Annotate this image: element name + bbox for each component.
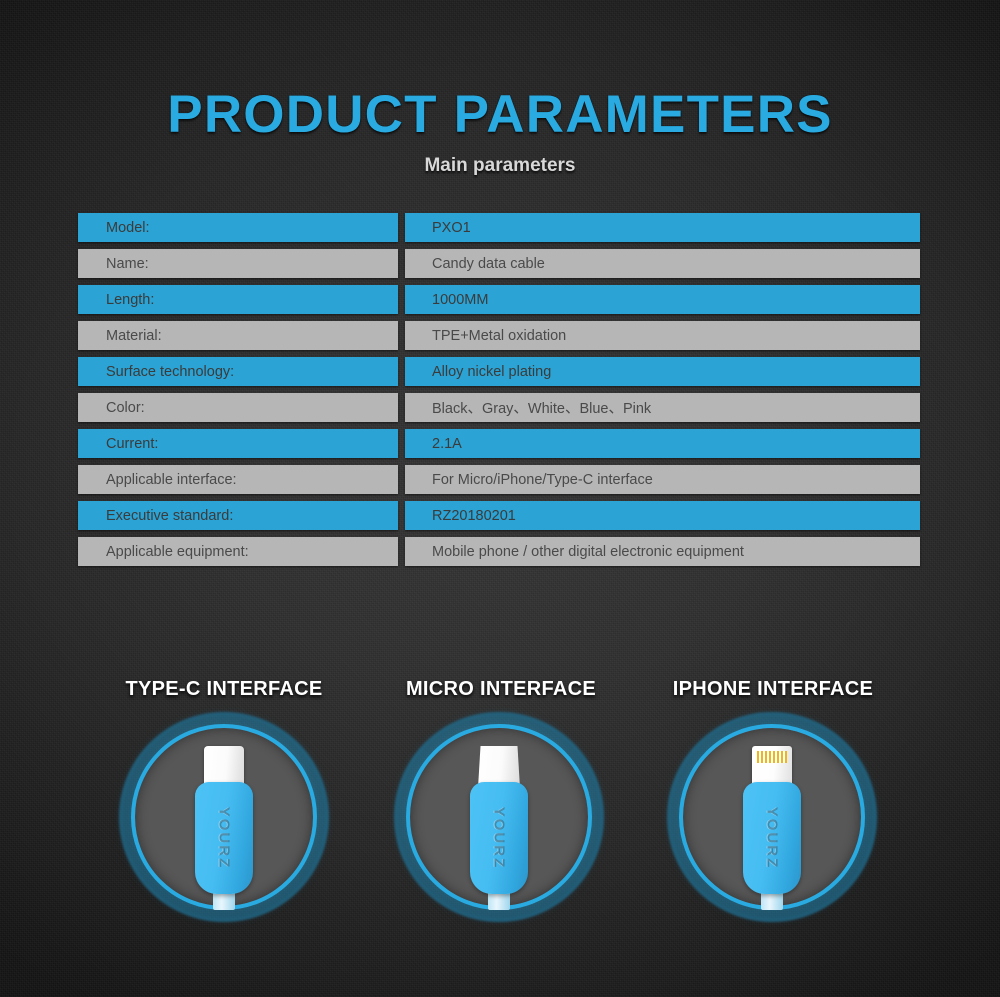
spec-value: TPE+Metal oxidation <box>405 321 920 350</box>
spec-label: Executive standard: <box>78 501 398 530</box>
lightning-plug-head <box>752 746 792 788</box>
brand-label: YOURZ <box>215 806 233 870</box>
cable-body: YOURZ <box>743 782 801 894</box>
table-row: Material: TPE+Metal oxidation <box>78 321 920 350</box>
interface-heading-type-c: TYPE-C INTERFACE <box>125 678 323 700</box>
spec-value: Black、Gray、White、Blue、Pink <box>405 393 920 422</box>
lightning-pins <box>757 751 787 763</box>
type-c-connector-icon: YOURZ <box>131 724 317 910</box>
table-row: Model: PXO1 <box>78 213 920 242</box>
interface-heading-iphone: IPHONE INTERFACE <box>672 678 874 700</box>
spec-value: PXO1 <box>405 213 920 242</box>
brand-label: YOURZ <box>490 806 508 870</box>
micro-usb-connector-icon: YOURZ <box>406 724 592 910</box>
table-row: Name: Candy data cable <box>78 249 920 278</box>
spec-value: Candy data cable <box>405 249 920 278</box>
cable-body: YOURZ <box>470 782 528 894</box>
spec-table: Model: PXO1 Name: Candy data cable Lengt… <box>78 213 920 573</box>
brand-label: YOURZ <box>763 806 781 870</box>
table-row: Applicable interface: For Micro/iPhone/T… <box>78 465 920 494</box>
spec-value: 2.1A <box>405 429 920 458</box>
table-row: Current: 2.1A <box>78 429 920 458</box>
type-c-plug-head <box>204 746 244 788</box>
table-row: Color: Black、Gray、White、Blue、Pink <box>78 393 920 422</box>
spec-label: Material: <box>78 321 398 350</box>
lightning-connector-icon: YOURZ <box>679 724 865 910</box>
badge-iphone: YOURZ <box>667 712 877 922</box>
spec-value: For Micro/iPhone/Type-C interface <box>405 465 920 494</box>
spec-label: Model: <box>78 213 398 242</box>
spec-value: 1000MM <box>405 285 920 314</box>
spec-label: Name: <box>78 249 398 278</box>
spec-label: Current: <box>78 429 398 458</box>
spec-label: Applicable equipment: <box>78 537 398 566</box>
page-title: PRODUCT PARAMETERS <box>167 85 833 144</box>
table-row: Executive standard: RZ20180201 <box>78 501 920 530</box>
spec-label: Applicable interface: <box>78 465 398 494</box>
interface-showcase: TYPE-C INTERFACE MICRO INTERFACE IPHONE … <box>0 678 1000 942</box>
spec-value: Mobile phone / other digital electronic … <box>405 537 920 566</box>
table-row: Length: 1000MM <box>78 285 920 314</box>
cable-body: YOURZ <box>195 782 253 894</box>
table-row: Applicable equipment: Mobile phone / oth… <box>78 537 920 566</box>
spec-label: Surface technology: <box>78 357 398 386</box>
interface-badges: YOURZ YOURZ <box>0 712 1000 942</box>
interface-headings: TYPE-C INTERFACE MICRO INTERFACE IPHONE … <box>0 678 1000 712</box>
badge-micro: YOURZ <box>394 712 604 922</box>
spec-label: Color: <box>78 393 398 422</box>
page-subtitle: Main parameters <box>424 155 576 176</box>
spec-value: Alloy nickel plating <box>405 357 920 386</box>
table-row: Surface technology: Alloy nickel plating <box>78 357 920 386</box>
spec-value: RZ20180201 <box>405 501 920 530</box>
micro-plug-head <box>478 746 520 788</box>
badge-type-c: YOURZ <box>119 712 329 922</box>
interface-heading-micro: MICRO INTERFACE <box>405 678 597 700</box>
spec-label: Length: <box>78 285 398 314</box>
